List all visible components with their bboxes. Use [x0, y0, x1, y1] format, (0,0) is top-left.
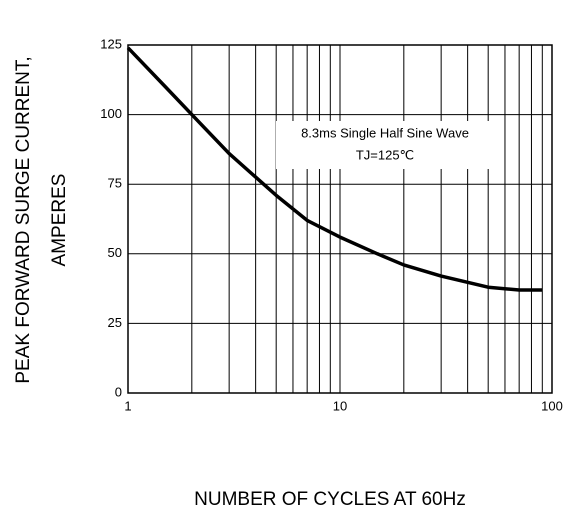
- x-tick-label: 1: [124, 398, 131, 413]
- y-tick-label: 100: [100, 106, 122, 121]
- plot-frame: [127, 44, 553, 394]
- y-tick-label: 25: [108, 315, 122, 330]
- y-tick-label: 75: [108, 176, 122, 191]
- y-axis-label: AMPERES: [49, 174, 70, 267]
- annotation: 8.3ms Single Half Sine Wave: [301, 125, 469, 140]
- x-tick-label: 10: [333, 398, 347, 413]
- data-line: [126, 46, 543, 292]
- y-tick-label: 50: [108, 245, 122, 260]
- y-tick-label: 0: [115, 384, 122, 399]
- y-tick-label: 125: [100, 36, 122, 51]
- x-tick-label: 100: [541, 398, 563, 413]
- x-axis-label: NUMBER OF CYCLES AT 60Hz: [194, 489, 466, 510]
- y-axis-label: PEAK FORWARD SURGE CURRENT,: [13, 56, 34, 383]
- annotation: TJ=125℃: [356, 147, 414, 162]
- annotation-box: [276, 121, 494, 169]
